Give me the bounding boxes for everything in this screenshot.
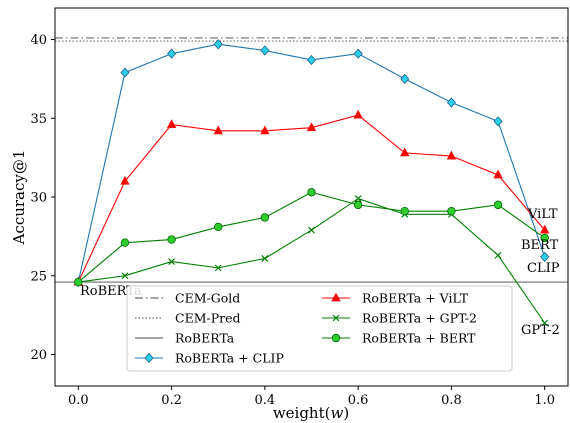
legend-marker-3 xyxy=(144,352,154,364)
data-point-0-9 xyxy=(493,116,503,127)
data-point-2-5 xyxy=(308,226,315,234)
data-point-1-9 xyxy=(493,169,503,179)
legend: CEM-Gold CEM-Pred RoBERTa RoBERTa + CLIP RoB… xyxy=(126,285,513,372)
series-0 xyxy=(73,39,550,288)
legend-label-3: RoBERTa + CLIP xyxy=(175,351,284,366)
annotation-bert: BERT xyxy=(521,238,559,253)
x-axis-title: weight(w) xyxy=(273,404,349,422)
y-tick-label-4: 40 xyxy=(30,33,47,48)
legend-label-6: RoBERTa + BERT xyxy=(362,331,476,346)
legend-box xyxy=(126,285,513,372)
legend-entry-2: RoBERTa xyxy=(135,331,235,346)
data-point-0-2 xyxy=(167,48,177,59)
data-point-3-8 xyxy=(447,206,456,216)
data-point-0-10 xyxy=(540,251,550,262)
annotation-vilt: ViLT xyxy=(527,207,558,222)
data-point-0-4 xyxy=(260,45,270,56)
data-point-3-4 xyxy=(260,213,270,222)
series-2 xyxy=(74,195,549,327)
data-point-2-2 xyxy=(168,258,176,265)
data-point-1-8 xyxy=(446,150,457,160)
legend-label-2: RoBERTa xyxy=(175,331,235,346)
data-point-0-3 xyxy=(213,39,223,50)
y-axis-ticks: 20 25 30 35 40 xyxy=(30,33,55,363)
data-point-2-1 xyxy=(121,272,129,280)
data-point-1-6 xyxy=(353,109,363,119)
legend-marker-4 xyxy=(331,292,341,302)
data-point-2-6 xyxy=(354,195,362,202)
legend-entry-0: CEM-Gold xyxy=(135,291,240,306)
series-1 xyxy=(73,109,550,286)
data-point-1-10 xyxy=(540,224,550,234)
legend-marker-6 xyxy=(331,333,341,343)
legend-marker-5 xyxy=(332,314,340,322)
data-point-2-10 xyxy=(541,319,549,327)
y-tick-label-3: 35 xyxy=(30,112,47,127)
legend-entry-6: RoBERTa + BERT xyxy=(322,331,476,346)
data-point-0-7 xyxy=(400,73,410,84)
data-point-0-1 xyxy=(120,67,130,78)
data-point-0-6 xyxy=(353,48,363,59)
data-point-3-7 xyxy=(400,206,409,216)
x-tick-label-0: 0.0 xyxy=(68,393,89,408)
legend-label-0: CEM-Gold xyxy=(175,291,240,306)
legend-label-5: RoBERTa + GPT-2 xyxy=(362,311,477,326)
data-point-3-3 xyxy=(214,222,223,232)
y-tick-label-1: 25 xyxy=(30,269,47,284)
data-point-1-4 xyxy=(260,125,270,135)
y-axis-title: Accuracy@1 xyxy=(10,150,28,246)
x-axis-ticks: 0.0 0.2 0.4 0.6 0.8 1.0 xyxy=(68,386,555,408)
annotation-roberta: RoBERTa xyxy=(80,284,142,299)
annotation-gpt2: GPT-2 xyxy=(521,323,560,338)
y-tick-label-2: 30 xyxy=(30,191,47,206)
legend-label-1: CEM-Pred xyxy=(175,311,241,326)
data-point-3-2 xyxy=(167,235,176,244)
series-3 xyxy=(74,188,549,287)
data-point-1-1 xyxy=(120,175,130,185)
series-line-0 xyxy=(77,43,546,283)
data-point-2-9 xyxy=(494,251,502,259)
data-point-2-4 xyxy=(261,255,269,262)
data-point-3-1 xyxy=(120,238,130,247)
series-line-1 xyxy=(77,114,546,283)
x-tick-label-5: 1.0 xyxy=(534,393,555,408)
data-point-3-0 xyxy=(74,277,83,287)
data-point-1-2 xyxy=(166,119,177,128)
data-point-3-10 xyxy=(540,233,549,243)
legend-entry-1: CEM-Pred xyxy=(135,311,241,326)
annotation-clip: CLIP xyxy=(527,261,560,276)
reference-lines xyxy=(55,37,568,283)
data-point-0-8 xyxy=(446,97,456,108)
line-end-annotations: RoBERTa ViLT BERT CLIP GPT-2 xyxy=(80,207,560,338)
x-tick-label-2: 0.4 xyxy=(255,393,276,408)
data-point-2-3 xyxy=(214,264,222,272)
data-point-1-3 xyxy=(213,125,223,135)
series-layer xyxy=(73,39,550,327)
data-point-1-7 xyxy=(400,147,410,157)
data-point-1-5 xyxy=(306,122,317,132)
y-tick-label-0: 20 xyxy=(30,348,47,363)
legend-entry-3: RoBERTa + CLIP xyxy=(135,351,284,366)
x-tick-label-4: 0.8 xyxy=(441,393,462,408)
data-point-3-6 xyxy=(353,200,363,210)
data-point-3-9 xyxy=(493,200,503,210)
x-tick-label-1: 0.2 xyxy=(161,393,182,408)
data-point-3-5 xyxy=(307,188,316,197)
x-tick-label-3: 0.6 xyxy=(348,393,369,408)
legend-entry-4: RoBERTa + ViLT xyxy=(322,291,469,306)
legend-entry-5: RoBERTa + GPT-2 xyxy=(322,311,477,326)
legend-label-4: RoBERTa + ViLT xyxy=(362,291,469,306)
data-point-0-5 xyxy=(306,54,317,66)
